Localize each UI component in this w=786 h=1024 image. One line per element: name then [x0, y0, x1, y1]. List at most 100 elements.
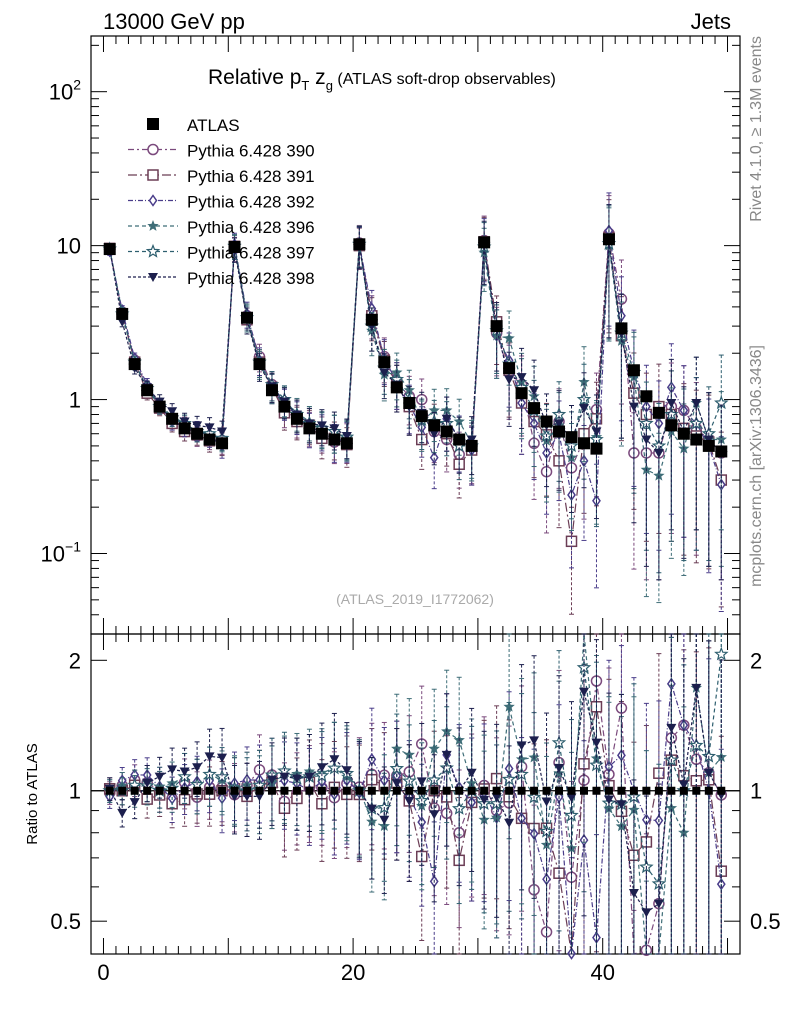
atlas-point	[590, 442, 603, 455]
ratio-tick-label-left: 2	[69, 648, 81, 673]
x-tick-label: 40	[590, 960, 614, 985]
data-point	[217, 427, 228, 437]
atlas-ratio-point	[355, 786, 364, 795]
ratio-point	[179, 767, 190, 777]
data-point	[429, 429, 440, 439]
atlas-ratio-point	[542, 786, 551, 795]
data-point	[691, 398, 702, 408]
ratio-tick-label-right: 2	[750, 648, 762, 673]
ratio-point	[217, 753, 228, 763]
legend-label: Pythia 6.428 397	[187, 244, 315, 263]
ratio-point	[641, 813, 651, 827]
atlas-point	[128, 358, 141, 371]
atlas-ratio-point	[617, 786, 626, 795]
ratio-point	[142, 778, 153, 788]
legend-item: Pythia 6.428 398	[128, 269, 315, 288]
ratio-point	[366, 804, 377, 814]
legend-marker	[147, 143, 159, 156]
atlas-ratio-point	[367, 786, 376, 795]
ratio-point	[341, 766, 352, 776]
ratio-point	[366, 815, 378, 827]
atlas-ratio-point	[280, 786, 289, 795]
data-point	[179, 417, 190, 427]
series-ratio-line	[109, 706, 722, 955]
ratio-point	[117, 808, 128, 818]
ratio-point	[379, 815, 390, 825]
atlas-point	[303, 422, 316, 435]
series-line	[109, 237, 722, 542]
data-point	[564, 438, 579, 453]
atlas-point	[415, 410, 428, 423]
header-right: Jets	[691, 9, 731, 34]
data-point	[504, 375, 515, 385]
atlas-point	[328, 433, 341, 446]
atlas-ratio-point	[230, 786, 239, 795]
ratio-point	[204, 752, 215, 762]
title-sub2: g	[326, 78, 333, 93]
atlas-ratio-point	[180, 786, 189, 795]
title-prefix: Relative p	[208, 66, 301, 89]
atlas-ratio-point	[405, 786, 414, 795]
ratio-point	[479, 795, 490, 805]
atlas-point	[665, 419, 678, 432]
legend-label: Pythia 6.428 398	[187, 269, 315, 288]
ratio-point	[653, 899, 664, 909]
atlas-point	[528, 402, 541, 415]
atlas-ratio-point	[380, 786, 389, 795]
ratio-point	[628, 889, 639, 899]
y-tick-label: 10−1	[41, 539, 82, 567]
atlas-ratio-point	[430, 786, 439, 795]
atlas-ratio-point	[654, 786, 663, 795]
atlas-point	[490, 320, 503, 333]
legend-marker	[145, 243, 161, 258]
ratio-tick-label-left: 1	[69, 779, 81, 804]
ratio-point	[192, 763, 203, 773]
ratio-point	[304, 772, 315, 782]
ratio-point	[554, 763, 565, 773]
atlas-point	[403, 396, 416, 409]
ratio-point	[516, 741, 527, 751]
title-sub1: T	[301, 78, 309, 93]
title-suffix: (ATLAS soft-drop observables)	[333, 71, 556, 88]
data-point	[316, 421, 327, 431]
data-point	[379, 368, 390, 378]
atlas-point	[540, 415, 553, 428]
ratio-point	[517, 812, 527, 825]
atlas-point	[478, 236, 491, 249]
y-tick-base: 10	[49, 80, 73, 105]
atlas-ratio-point	[155, 786, 164, 795]
atlas-point	[390, 381, 403, 394]
y-tick-label: 10	[57, 234, 81, 259]
data-point	[117, 317, 128, 327]
legend-item: Pythia 6.428 397	[128, 244, 315, 263]
atlas-ratio-point	[143, 786, 152, 795]
atlas-ratio-point	[717, 786, 726, 795]
atlas-point	[265, 384, 278, 397]
rivet-label: Rivet 4.1.0, ≥ 1.3M events	[748, 36, 765, 222]
legend-item: Pythia 6.428 391	[128, 167, 315, 186]
atlas-point	[241, 311, 254, 324]
atlas-ratio-point	[130, 786, 139, 795]
atlas-ratio-point	[455, 786, 464, 795]
ratio-point	[416, 777, 427, 787]
ratio-x-ticks	[102, 634, 729, 954]
atlas-ratio-point	[267, 786, 276, 795]
atlas-ratio-point	[667, 786, 676, 795]
atlas-ratio-point	[292, 786, 301, 795]
atlas-point	[116, 307, 129, 320]
legend-label: Pythia 6.428 391	[187, 167, 315, 186]
data-point	[441, 414, 452, 424]
atlas-point	[191, 427, 204, 440]
ratio-point	[503, 700, 515, 712]
atlas-data	[103, 233, 728, 458]
atlas-ratio-point	[480, 786, 489, 795]
title-mid: z	[309, 66, 325, 89]
atlas-point	[503, 362, 516, 375]
atlas-point	[640, 390, 653, 403]
data-point	[715, 433, 727, 445]
ratio-point	[504, 818, 515, 828]
legend-label: Pythia 6.428 390	[187, 142, 315, 161]
y-tick-label: 102	[49, 77, 81, 105]
atlas-point	[677, 427, 690, 440]
atlas-point	[340, 437, 353, 450]
